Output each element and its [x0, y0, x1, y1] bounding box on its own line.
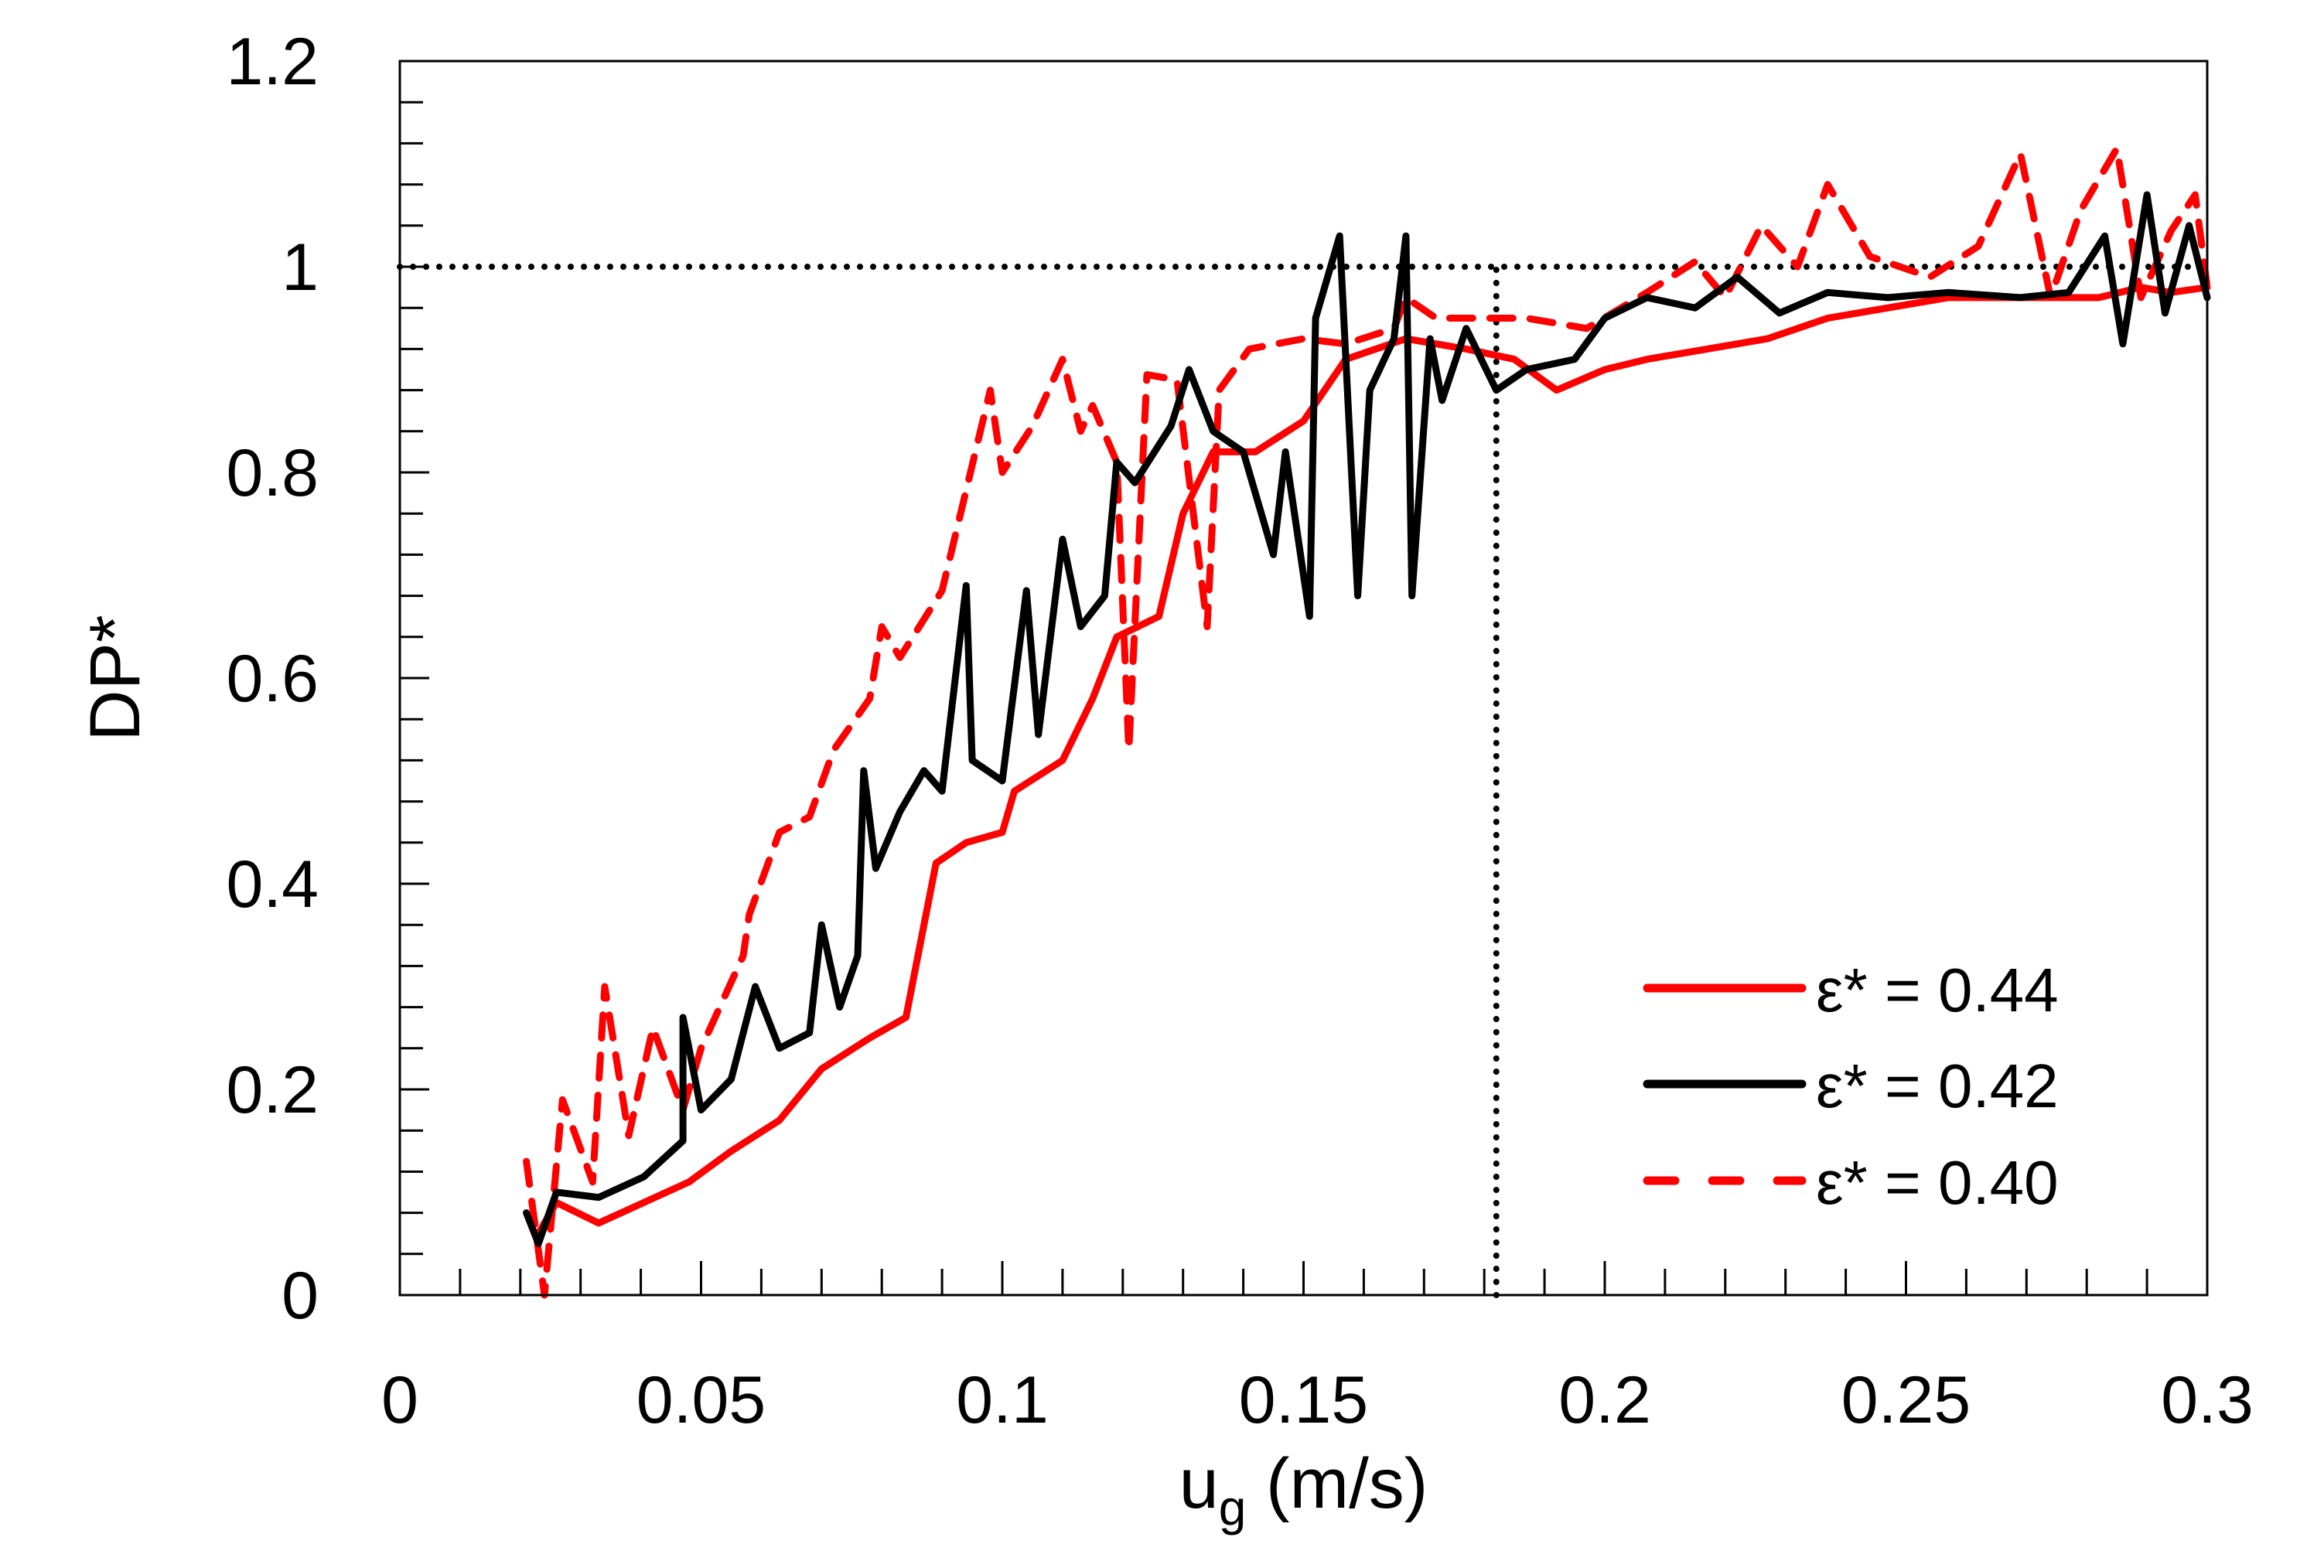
y-tick-label: 0.2: [226, 1053, 319, 1127]
series-layer: [523, 145, 2211, 1299]
series-line-044: [534, 284, 2211, 1237]
x-tick-label: 0: [381, 1363, 418, 1437]
series-line-040: [523, 145, 2211, 1299]
x-tick-label: 0.3: [2161, 1363, 2254, 1437]
legend-label: ε* = 0.44: [1816, 956, 2059, 1024]
y-tick-labels: 0 0.2 0.4 0.6 0.8 1 1.2: [226, 25, 319, 1333]
legend-label: ε* = 0.42: [1816, 1052, 2059, 1120]
x-axis-title-main: u: [1179, 1444, 1219, 1523]
y-tick-label: 0.4: [226, 847, 319, 922]
x-tick-labels: 0 0.05 0.1 0.15 0.2 0.25 0.3: [381, 1363, 2254, 1437]
y-axis-title: DP*: [76, 615, 155, 741]
legend: ε* = 0.44 ε* = 0.42 ε* = 0.40: [1643, 956, 2059, 1217]
legend-label: ε* = 0.40: [1816, 1148, 2059, 1217]
x-axis-title: ug (m/s): [1179, 1444, 1428, 1536]
y-tick-label: 0.6: [226, 642, 319, 716]
x-tick-label: 0.1: [956, 1363, 1049, 1437]
y-tick-label: 0.8: [226, 436, 319, 510]
series-line-042: [523, 191, 2211, 1247]
x-tick-label: 0.25: [1841, 1363, 1971, 1437]
y-tick-label: 1: [282, 230, 319, 305]
x-tick-label: 0.05: [636, 1363, 766, 1437]
y-tick-label: 1.2: [226, 25, 319, 99]
reference-lines: [397, 264, 2210, 1298]
minor-ticks: [400, 101, 2148, 1295]
y-tick-label: 0: [282, 1259, 319, 1333]
x-axis-title-subscript: g: [1219, 1480, 1247, 1536]
x-tick-label: 0.2: [1558, 1363, 1651, 1437]
plot-frame: [398, 60, 2209, 1297]
x-tick-label: 0.15: [1239, 1363, 1368, 1437]
x-axis-title-units: (m/s): [1246, 1444, 1428, 1523]
